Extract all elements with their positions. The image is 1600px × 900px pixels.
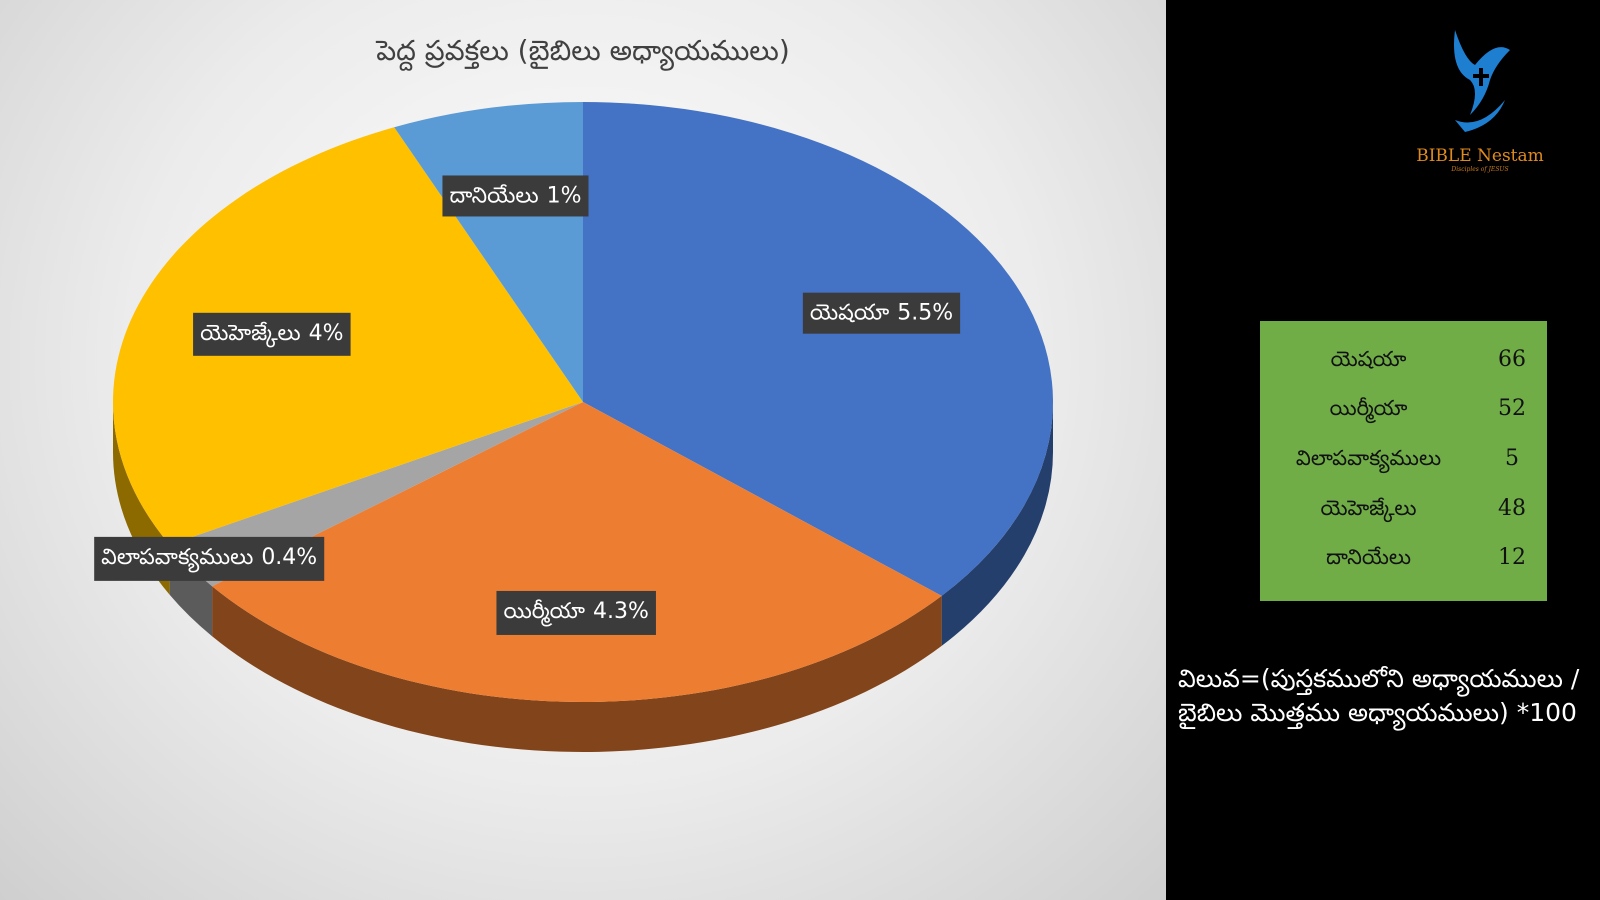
data-label-text: యెషయా 5.5% bbox=[810, 301, 953, 326]
table-name: యెహెజ్కేలు bbox=[1320, 495, 1417, 520]
logo-icon bbox=[1454, 30, 1510, 132]
data-label: యెహెజ్కేలు 4% bbox=[193, 312, 351, 356]
pie-slice bbox=[212, 402, 942, 702]
logo-name: BIBLE Nestam bbox=[1416, 146, 1544, 166]
label-category: యెషయా bbox=[810, 301, 890, 326]
chart-title: పెద్ద ప్రవక్తలు (బైబిలు అధ్యాయములు) bbox=[375, 34, 790, 71]
formula-note: విలువ=(పుస్తకములోని అధ్యాయములు / బైబిలు … bbox=[1178, 664, 1580, 727]
data-label: దానియేలు 1% bbox=[442, 175, 589, 217]
data-table: యెషయా 66 యిర్మీయా 52 విలాపవాక్యములు 5 యెహెజ్కే… bbox=[1260, 321, 1547, 601]
logo-tagline: Disciples of JESUS bbox=[1451, 166, 1509, 173]
table-number: 48 bbox=[1498, 495, 1526, 521]
label-value: 4.3% bbox=[593, 599, 649, 624]
table-name: విలాపవాక్యములు bbox=[1295, 445, 1442, 470]
data-label-box bbox=[193, 312, 351, 356]
table-name: యిర్మీయా bbox=[1329, 396, 1408, 421]
data-label-box bbox=[442, 175, 589, 217]
data-label-text: యెహెజ్కేలు 4% bbox=[200, 321, 344, 348]
table-number: 66 bbox=[1498, 346, 1526, 372]
slice-side bbox=[212, 586, 942, 752]
pie-slice bbox=[583, 102, 1053, 596]
data-label-text: దానియేలు 1% bbox=[449, 183, 581, 208]
data-label-text: విలాపవాక్యములు 0.4% bbox=[101, 545, 317, 573]
table-number: 5 bbox=[1505, 445, 1519, 471]
table-number: 12 bbox=[1498, 545, 1526, 571]
table-number: 52 bbox=[1498, 396, 1526, 422]
data-label: యెషయా 5.5% bbox=[802, 292, 961, 334]
label-value: 1% bbox=[547, 183, 582, 208]
label-value: 5.5% bbox=[897, 301, 953, 326]
logo: BIBLE Nestam Disciples of JESUS bbox=[1395, 20, 1565, 173]
data-label-text: యిర్మీయా 4.3% bbox=[503, 599, 648, 627]
table-name: దానియేలు bbox=[1325, 545, 1412, 570]
label-category: యిర్మీయా bbox=[503, 599, 585, 627]
table-name: యెషయా bbox=[1330, 346, 1407, 371]
data-label-box bbox=[802, 292, 961, 334]
label-category: యెహెజ్కేలు bbox=[200, 321, 301, 348]
label-category: విలాపవాక్యములు bbox=[101, 545, 253, 573]
chart: పెద్ద ప్రవక్తలు (బైబిలు అధ్యాయములు) యెషయ… bbox=[94, 34, 1053, 752]
data-label: విలాపవాక్యములు 0.4% bbox=[94, 536, 325, 581]
label-value: 4% bbox=[309, 321, 344, 346]
data-label: యిర్మీయా 4.3% bbox=[496, 590, 656, 635]
slice-side bbox=[941, 402, 1053, 646]
label-category: దానియేలు bbox=[449, 183, 538, 208]
label-value: 0.4% bbox=[261, 545, 317, 570]
data-label-box bbox=[94, 536, 325, 581]
data-label-box bbox=[496, 590, 656, 635]
